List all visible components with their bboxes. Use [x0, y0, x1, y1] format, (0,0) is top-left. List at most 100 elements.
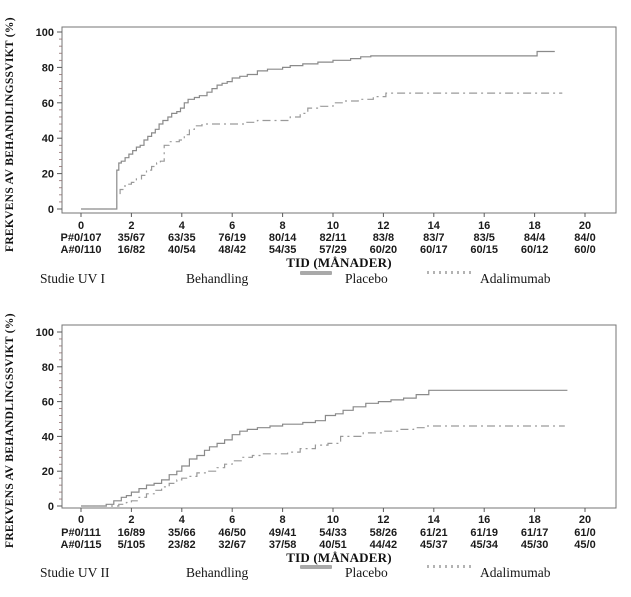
risk-count: 23/82: [168, 539, 196, 550]
x-tick-label: 4: [179, 514, 186, 526]
risk-count: 58/26: [370, 527, 398, 539]
risk-count: 60/17: [420, 244, 448, 256]
adalimumab-line-swatch: [427, 271, 475, 274]
x-tick-label: 20: [579, 514, 591, 526]
y-tick-label: 60: [42, 98, 54, 110]
risk-count: 46/50: [218, 527, 246, 539]
y-tick-label: 0: [48, 501, 54, 513]
risk-count: 83/8: [373, 232, 394, 244]
risk-count: 84/4: [524, 232, 546, 244]
risk-count: 16/89: [118, 527, 146, 539]
risk-count: 61/17: [521, 527, 549, 539]
risk-count: 16/82: [118, 244, 146, 256]
risk-count: 80/14: [269, 232, 297, 244]
risk-count: A#0/110: [61, 244, 102, 256]
risk-count: 40/51: [319, 539, 347, 550]
x-tick-label: 16: [478, 514, 490, 526]
risk-count: 45/0: [574, 539, 595, 550]
risk-count: 48/42: [218, 244, 246, 256]
risk-count: 60/0: [574, 244, 595, 256]
uv1-plot-area: 0204060801000P#0/107A#0/110235/6716/8246…: [36, 26, 617, 256]
risk-count: 57/29: [319, 244, 347, 256]
x-tick-label: 18: [528, 514, 540, 526]
placebo-line-swatch: [300, 565, 332, 569]
uv2-legend-row: Studie UV II Behandling Placebo Adalimum…: [0, 565, 631, 587]
x-tick-label: 20: [579, 220, 591, 232]
plot-frame: [61, 324, 617, 509]
risk-count: P#0/107: [61, 232, 102, 244]
y-tick-label: 60: [42, 397, 54, 409]
risk-count: 61/21: [420, 527, 448, 539]
risk-count: 45/34: [470, 539, 498, 550]
risk-count: 54/35: [269, 244, 297, 256]
risk-count: 45/30: [521, 539, 549, 550]
risk-count: 60/20: [370, 244, 398, 256]
risk-count: 63/35: [168, 232, 196, 244]
y-tick-label: 0: [48, 204, 54, 216]
x-tick-label: 8: [280, 514, 286, 526]
risk-count: 35/66: [168, 527, 196, 539]
x-tick-label: 0: [78, 220, 84, 232]
y-tick-label: 40: [42, 431, 54, 443]
risk-count: 32/67: [218, 539, 246, 550]
y-tick-label: 80: [42, 362, 54, 374]
y-tick-label: 20: [42, 169, 54, 181]
x-tick-label: 6: [229, 514, 235, 526]
risk-count: P#0/111: [61, 527, 101, 539]
x-tick-label: 14: [428, 220, 441, 232]
uv1-x-axis-label: TID (MÅNADER): [286, 255, 392, 270]
x-tick-label: 2: [128, 220, 134, 232]
curve-placebo: [81, 389, 568, 507]
risk-count: 60/15: [470, 244, 498, 256]
y-tick-label: 40: [42, 133, 54, 145]
risk-count: 60/12: [521, 244, 549, 256]
y-tick-label: 100: [36, 27, 54, 39]
uv1-legend-row: Studie UV I Behandling Placebo Adalimuma…: [0, 271, 631, 293]
x-tick-label: 0: [78, 514, 84, 526]
curve-adalimumab: [81, 425, 565, 507]
x-tick-label: 18: [528, 220, 540, 232]
risk-count: 61/0: [574, 527, 595, 539]
uv2-plot-area: 0204060801000P#0/111A#0/115216/895/10543…: [36, 324, 617, 550]
uv1-study-label: Studie UV I: [40, 271, 106, 286]
risk-count: 84/0: [574, 232, 595, 244]
y-tick-label: 100: [36, 327, 54, 339]
risk-count: 83/7: [423, 232, 444, 244]
risk-count: A#0/115: [61, 539, 102, 550]
x-tick-label: 10: [327, 514, 339, 526]
adalimumab-line-swatch: [427, 565, 475, 568]
adalimumab-legend-label: Adalimumab: [480, 565, 551, 580]
risk-count: 54/33: [319, 527, 347, 539]
x-tick-label: 16: [478, 220, 490, 232]
x-tick-label: 4: [179, 220, 186, 232]
risk-count: 49/41: [269, 527, 297, 539]
x-tick-label: 2: [128, 514, 134, 526]
chart-uv2: FREKVENS AV BEHANDLINGSSVIKT (%) 0 20 40 60…: [0, 300, 631, 597]
uv1-legend-title: Behandling: [186, 271, 249, 286]
y-tick-label: 80: [42, 62, 54, 74]
x-tick-label: 6: [229, 220, 235, 232]
risk-count: 82/11: [320, 232, 347, 244]
risk-count: 76/19: [218, 232, 246, 244]
risk-count: 5/105: [118, 539, 146, 550]
x-tick-label: 12: [377, 220, 389, 232]
curve-placebo: [81, 50, 555, 210]
risk-count: 37/58: [269, 539, 297, 550]
adalimumab-legend-label: Adalimumab: [480, 271, 551, 286]
risk-count: 45/37: [420, 539, 448, 550]
chart-uv1: FREKVENS AV BEHANDLINGSSVIKT (%) 0 20 40 60…: [0, 17, 631, 293]
placebo-legend-label: Placebo: [345, 271, 388, 286]
risk-count: 40/54: [168, 244, 196, 256]
uv2-legend-title: Behandling: [186, 565, 249, 580]
risk-count: 44/42: [370, 539, 398, 550]
uv2-x-axis-label: TID (MÅNADER): [286, 550, 392, 565]
risk-count: 83/5: [473, 232, 494, 244]
placebo-legend-label: Placebo: [345, 565, 388, 580]
x-tick-label: 14: [428, 514, 441, 526]
curve-adalimumab: [81, 92, 563, 210]
risk-count: 35/67: [118, 232, 146, 244]
x-tick-label: 8: [280, 220, 286, 232]
uv2-study-label: Studie UV II: [40, 565, 110, 580]
x-tick-label: 10: [327, 220, 339, 232]
placebo-line-swatch: [300, 271, 332, 275]
